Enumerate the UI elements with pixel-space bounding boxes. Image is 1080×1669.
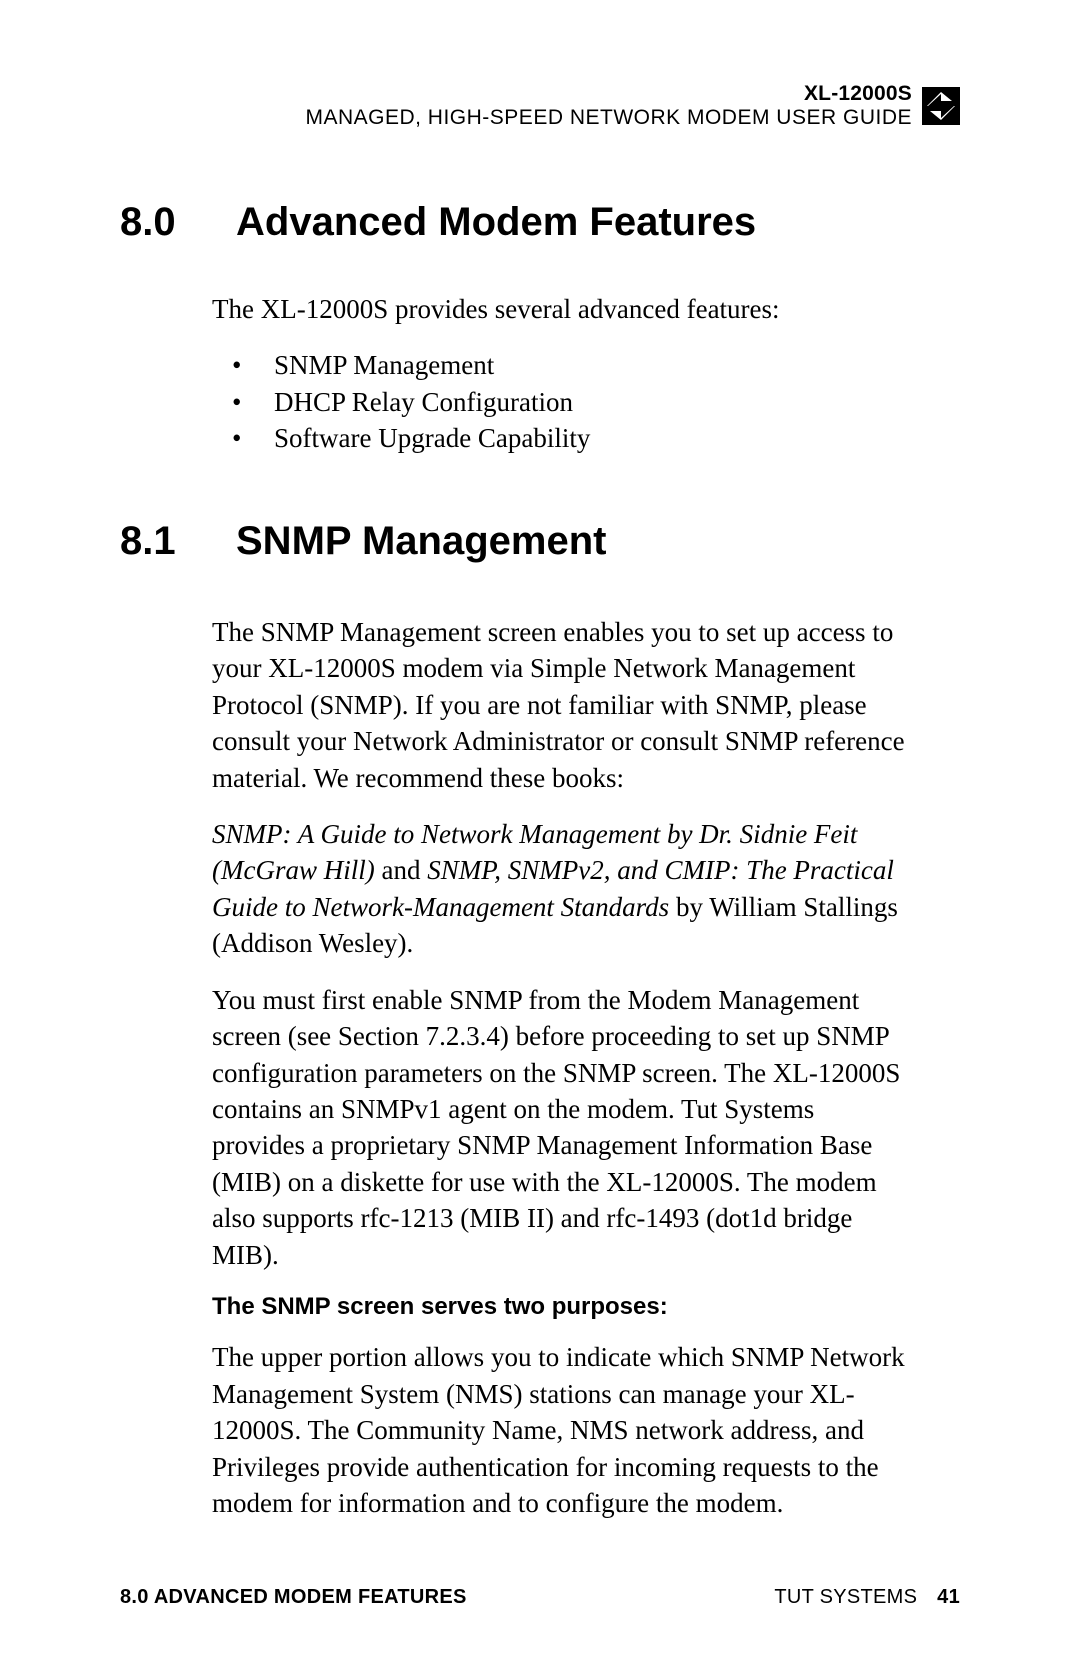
section-8-1-books: SNMP: A Guide to Network Management by D…: [212, 816, 912, 962]
section-8-1-body: The SNMP Management screen enables you t…: [212, 614, 912, 1522]
header-subtitle: MANAGED, HIGH-SPEED NETWORK MODEM USER G…: [305, 106, 912, 130]
list-item: SNMP Management: [212, 347, 912, 383]
book-and: and: [375, 855, 427, 885]
section-8-1-subhead: The SNMP screen serves two purposes:: [212, 1293, 912, 1321]
list-item: DHCP Relay Configuration: [212, 384, 912, 420]
section-8-0-title: Advanced Modem Features: [236, 200, 756, 245]
page-header: XL-12000S MANAGED, HIGH-SPEED NETWORK MO…: [120, 82, 960, 130]
document-page: XL-12000S MANAGED, HIGH-SPEED NETWORK MO…: [0, 0, 1080, 1669]
logo-icon: [922, 87, 960, 125]
footer-company: TUT SYSTEMS: [774, 1586, 917, 1608]
list-item: Software Upgrade Capability: [212, 420, 912, 456]
section-8-0-body: The XL-12000S provides several advanced …: [212, 291, 912, 457]
section-8-1-p1: The SNMP Management screen enables you t…: [212, 614, 912, 796]
section-8-0-number: 8.0: [120, 200, 198, 245]
page-footer: 8.0 ADVANCED MODEM FEATURES TUT SYSTEMS …: [120, 1586, 960, 1609]
section-8-1-heading: 8.1 SNMP Management: [120, 519, 960, 564]
section-8-0-heading: 8.0 Advanced Modem Features: [120, 200, 960, 245]
footer-section-label: 8.0 ADVANCED MODEM FEATURES: [120, 1586, 467, 1609]
section-8-0-intro: The XL-12000S provides several advanced …: [212, 291, 912, 327]
section-8-1-title: SNMP Management: [236, 519, 606, 564]
section-8-1-p3: You must first enable SNMP from the Mode…: [212, 982, 912, 1274]
header-model: XL-12000S: [305, 82, 912, 106]
header-text-block: XL-12000S MANAGED, HIGH-SPEED NETWORK MO…: [305, 82, 912, 130]
section-8-1-number: 8.1: [120, 519, 198, 564]
section-8-0-bullet-list: SNMP Management DHCP Relay Configuration…: [212, 347, 912, 456]
footer-page-number: 41: [937, 1586, 960, 1608]
section-8-1-p4: The upper portion allows you to indicate…: [212, 1339, 912, 1521]
footer-right: TUT SYSTEMS 41: [774, 1586, 960, 1609]
